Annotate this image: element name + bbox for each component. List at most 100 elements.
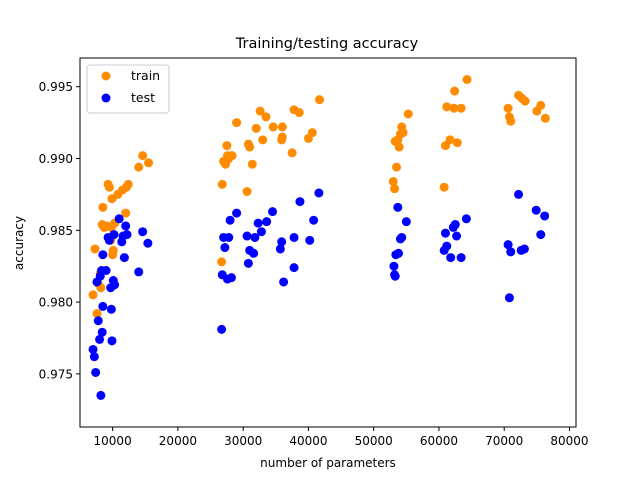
train-point xyxy=(251,123,261,133)
train-point xyxy=(503,103,513,113)
train-point xyxy=(232,118,242,128)
test-point xyxy=(440,228,450,238)
y-tick-label: 0.975 xyxy=(39,367,73,381)
test-point xyxy=(401,217,411,227)
train-point xyxy=(247,159,257,169)
test-point xyxy=(138,227,148,237)
train-point xyxy=(144,158,154,168)
train-point xyxy=(540,113,550,123)
train-point xyxy=(315,95,325,105)
train-point xyxy=(92,309,102,319)
test-point xyxy=(262,217,272,227)
x-tick-label: 30000 xyxy=(224,434,262,448)
train-point xyxy=(456,103,466,113)
test-point xyxy=(114,214,124,224)
y-tick-label: 0.990 xyxy=(39,152,73,166)
train-point xyxy=(258,135,268,145)
test-point xyxy=(106,304,116,314)
test-point xyxy=(314,188,324,198)
test-point xyxy=(249,248,259,258)
train-point xyxy=(520,96,530,106)
train-point xyxy=(449,103,459,113)
test-point xyxy=(393,202,403,212)
test-point xyxy=(309,215,319,225)
y-tick-label: 0.980 xyxy=(39,296,73,310)
train-point xyxy=(506,116,516,126)
legend: train test xyxy=(86,64,170,114)
train-point xyxy=(242,187,252,197)
test-point xyxy=(397,232,407,242)
test-point xyxy=(536,230,546,240)
test-point xyxy=(101,266,111,275)
test-point xyxy=(289,232,299,242)
train-point xyxy=(277,122,287,132)
series-test xyxy=(88,188,550,400)
test-point xyxy=(289,263,299,273)
train-point xyxy=(245,142,255,152)
train-point xyxy=(217,179,227,189)
train-point xyxy=(255,106,265,116)
x-tick-label: 70000 xyxy=(485,434,523,448)
train-point xyxy=(104,182,114,192)
y-tick-label: 0.995 xyxy=(39,80,73,94)
test-point xyxy=(224,232,234,242)
x-axis-ticks: 10000 20000 30000 40000 50000 60000 70000 80000 xyxy=(94,427,589,448)
test-point xyxy=(279,277,289,287)
train-point xyxy=(90,244,100,254)
test-point xyxy=(390,271,400,281)
test-point xyxy=(93,316,103,326)
train-point xyxy=(261,112,271,122)
test-point xyxy=(91,367,101,377)
train-point xyxy=(108,245,118,255)
train-point xyxy=(98,202,108,212)
legend-label-train: train xyxy=(131,68,160,83)
test-point xyxy=(456,253,466,263)
train-point xyxy=(445,135,455,145)
train-point xyxy=(88,290,98,300)
test-point xyxy=(119,253,129,263)
test-point xyxy=(97,327,107,337)
test-point xyxy=(95,334,105,344)
train-point xyxy=(227,151,237,161)
x-tick-label: 10000 xyxy=(94,434,132,448)
test-point xyxy=(220,243,230,253)
test-point xyxy=(122,230,132,240)
y-axis-label: accuracy xyxy=(12,216,26,270)
test-point xyxy=(452,231,462,241)
x-tick-label: 50000 xyxy=(355,434,393,448)
train-point xyxy=(134,162,144,172)
test-point xyxy=(243,258,253,268)
train-point xyxy=(217,257,227,267)
chart-title: Training/testing accuracy xyxy=(235,36,419,52)
test-point xyxy=(295,197,305,207)
x-tick-label: 60000 xyxy=(420,434,458,448)
train-point xyxy=(394,142,404,152)
test-point xyxy=(389,261,399,271)
train-point xyxy=(392,162,402,172)
test-point xyxy=(253,218,263,228)
axes-frame xyxy=(79,57,577,428)
train-point xyxy=(268,122,278,132)
plot-points xyxy=(88,75,550,400)
train-point xyxy=(442,102,452,112)
train-point xyxy=(536,100,546,110)
test-point xyxy=(89,352,99,362)
test-point xyxy=(109,230,119,240)
test-point xyxy=(506,247,516,257)
test-point xyxy=(121,221,131,231)
test-point xyxy=(393,248,403,258)
x-axis-label: number of parameters xyxy=(260,456,396,470)
train-point xyxy=(462,75,472,85)
x-tick-label: 80000 xyxy=(550,434,588,448)
test-point xyxy=(143,238,153,248)
train-point xyxy=(452,138,462,148)
test-point xyxy=(540,211,550,221)
test-point xyxy=(226,273,236,283)
test-point xyxy=(107,336,117,346)
train-point xyxy=(307,128,317,138)
test-point xyxy=(519,244,529,254)
train-point xyxy=(294,108,304,118)
legend-label-test: test xyxy=(131,90,155,105)
test-point xyxy=(110,280,120,290)
test-point xyxy=(531,205,541,215)
